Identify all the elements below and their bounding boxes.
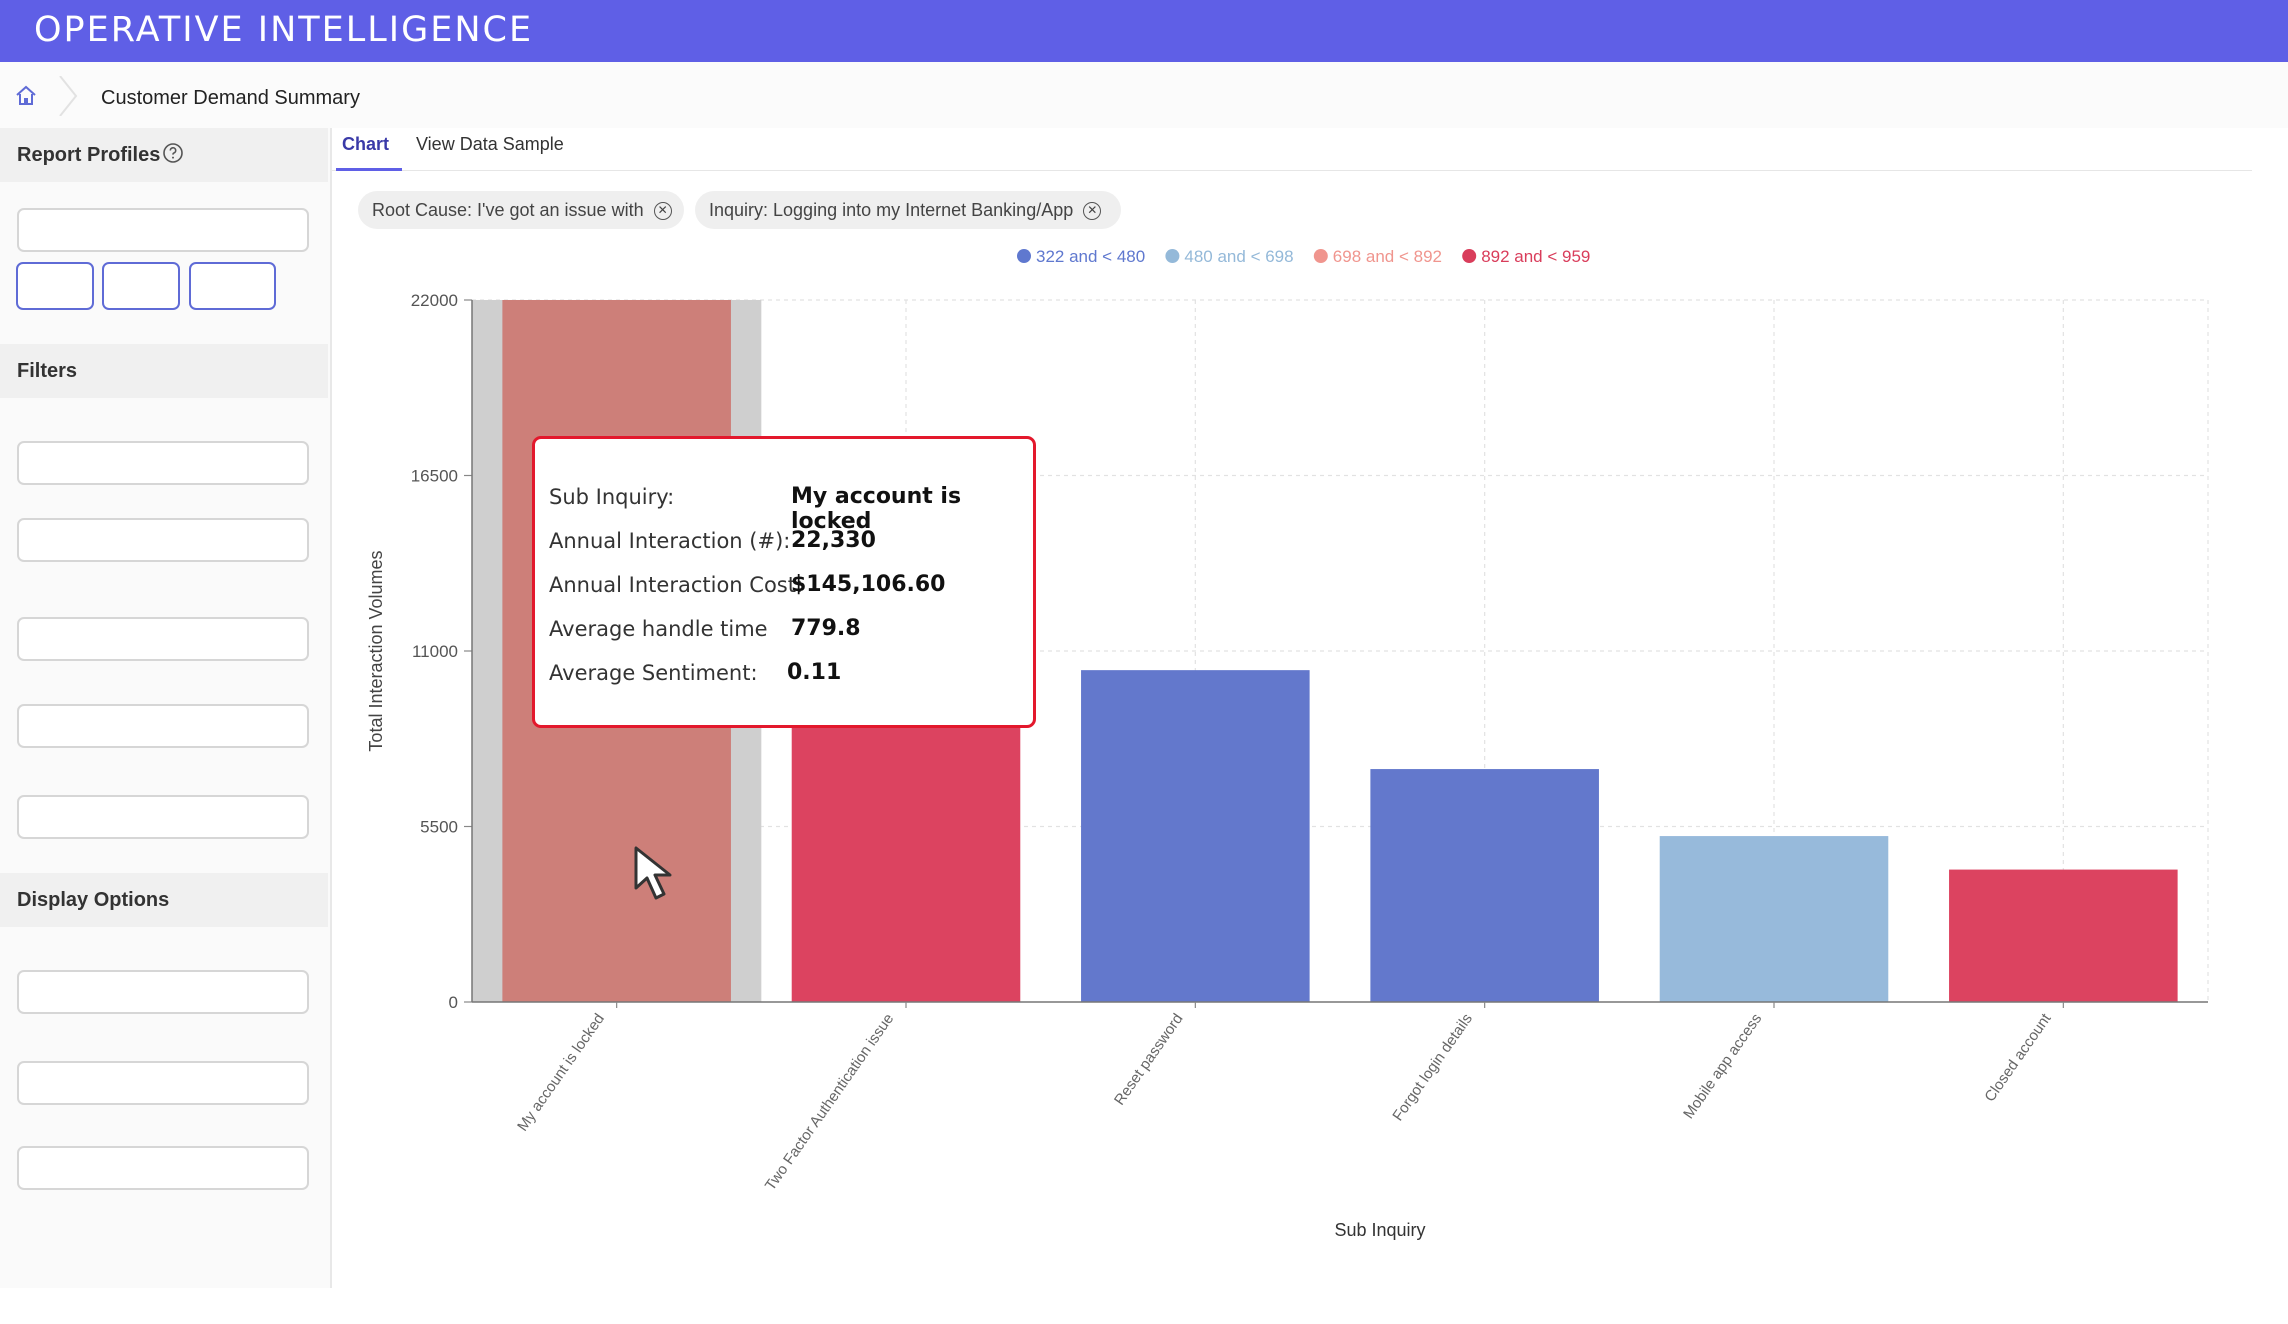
bar: [1949, 869, 2178, 1002]
tooltip-value: My account is locked: [791, 484, 962, 534]
x-axis-title: Sub Inquiry: [1334, 1220, 1425, 1240]
filters-label: Filters: [17, 360, 78, 382]
tab-view-data-sample[interactable]: View Data Sample: [416, 134, 564, 154]
bar: [1081, 670, 1310, 1002]
x-tick-label: Closed account: [1981, 1010, 2055, 1105]
x-tick-label: Two Factor Authentication issue: [762, 1011, 897, 1194]
y-tick-label: 16500: [411, 467, 458, 486]
filter-field-5[interactable]: [17, 795, 309, 839]
tooltip-value: 0.11: [787, 660, 842, 685]
y-axis-title: Total Interaction Volumes: [366, 550, 386, 751]
bar-chart: 0 5500 11000 16500 22000 My account is locked…: [366, 247, 2209, 1240]
display-option-field-3[interactable]: [17, 1146, 309, 1190]
legend-swatch: [1462, 249, 1477, 263]
breadcrumb: Customer Demand Summary: [0, 62, 2288, 129]
y-tick-label: 0: [449, 993, 458, 1012]
breadcrumb-separator-icon: [59, 76, 78, 116]
app-header: OPERATIVE INTELLIGENCE: [0, 0, 2288, 62]
y-tick-label: 5500: [420, 818, 458, 837]
legend-swatch: [1017, 249, 1031, 263]
x-tick-label: Reset password: [1111, 1011, 1187, 1109]
profile-action-button-1[interactable]: [16, 262, 94, 310]
filter-field-3[interactable]: [17, 617, 309, 661]
tooltip-value: 22,330: [791, 528, 876, 553]
chart-tooltip: Sub Inquiry: My account is locked Annual…: [532, 436, 1036, 728]
tooltip-label: Average handle time: [549, 617, 768, 641]
display-option-field-2[interactable]: [17, 1061, 309, 1105]
tooltip-value: $145,106.60: [791, 572, 946, 597]
filter-chip-root-cause[interactable]: Root Cause: I've got an issue with ✕: [358, 191, 684, 229]
filter-chip-label: Root Cause: I've got an issue with: [372, 200, 644, 220]
x-tick-label: Forgot login details: [1389, 1011, 1476, 1125]
close-icon[interactable]: ✕: [1083, 202, 1102, 221]
tab-chart[interactable]: Chart: [342, 134, 390, 154]
profile-action-button-3[interactable]: [189, 262, 276, 310]
tooltip-label: Annual Interaction (#):: [549, 529, 791, 553]
report-profile-select[interactable]: [17, 208, 309, 252]
legend-label: 322 and < 480: [1036, 247, 1145, 266]
display-options-header: Display Options: [0, 873, 328, 927]
y-tick-label: 11000: [412, 642, 458, 661]
legend-swatch: [1165, 249, 1180, 263]
tooltip-label: Sub Inquiry:: [549, 485, 675, 509]
sidebar: Report Profiles Filters Display Options: [0, 128, 332, 1288]
tooltip-label: Average Sentiment:: [549, 661, 758, 685]
mouse-pointer-icon: [634, 846, 672, 900]
legend-swatch: [1313, 249, 1328, 263]
report-profiles-label: Report Profiles: [17, 144, 161, 166]
active-tab-indicator: [336, 168, 402, 171]
profile-action-button-2[interactable]: [102, 262, 180, 310]
tab-divider: [332, 170, 2252, 171]
filter-field-2[interactable]: [17, 518, 309, 562]
bar: [791, 692, 1021, 1002]
filter-field-4[interactable]: [17, 704, 309, 748]
bar: [1370, 769, 1599, 1002]
filter-chip-inquiry[interactable]: Inquiry: Logging into my Internet Bankin…: [695, 191, 1121, 229]
app-title: OPERATIVE INTELLIGENCE: [34, 10, 534, 50]
legend-label: 892 and < 959: [1481, 247, 1590, 266]
report-profiles-header: Report Profiles: [0, 128, 328, 182]
tooltip-label: Annual Interaction Cost:: [549, 573, 804, 597]
legend-label: 480 and < 698: [1184, 247, 1293, 266]
filter-field-1[interactable]: [17, 441, 309, 485]
help-icon[interactable]: [162, 142, 184, 164]
filter-chip-label: Inquiry: Logging into my Internet Bankin…: [709, 200, 1074, 220]
close-icon[interactable]: ✕: [653, 202, 672, 221]
legend-label: 698 and < 892: [1333, 247, 1442, 266]
tooltip-value: 779.8: [791, 616, 861, 641]
x-tick-label: My account is locked: [514, 1011, 608, 1135]
bar: [1659, 836, 1889, 1002]
y-tick-label: 22000: [411, 291, 458, 310]
breadcrumb-current: Customer Demand Summary: [101, 87, 360, 109]
filters-header: Filters: [0, 344, 328, 398]
home-icon[interactable]: [14, 84, 38, 108]
x-tick-label: Mobile app access: [1680, 1011, 1765, 1123]
display-options-label: Display Options: [17, 889, 170, 911]
display-option-field-1[interactable]: [17, 970, 309, 1014]
